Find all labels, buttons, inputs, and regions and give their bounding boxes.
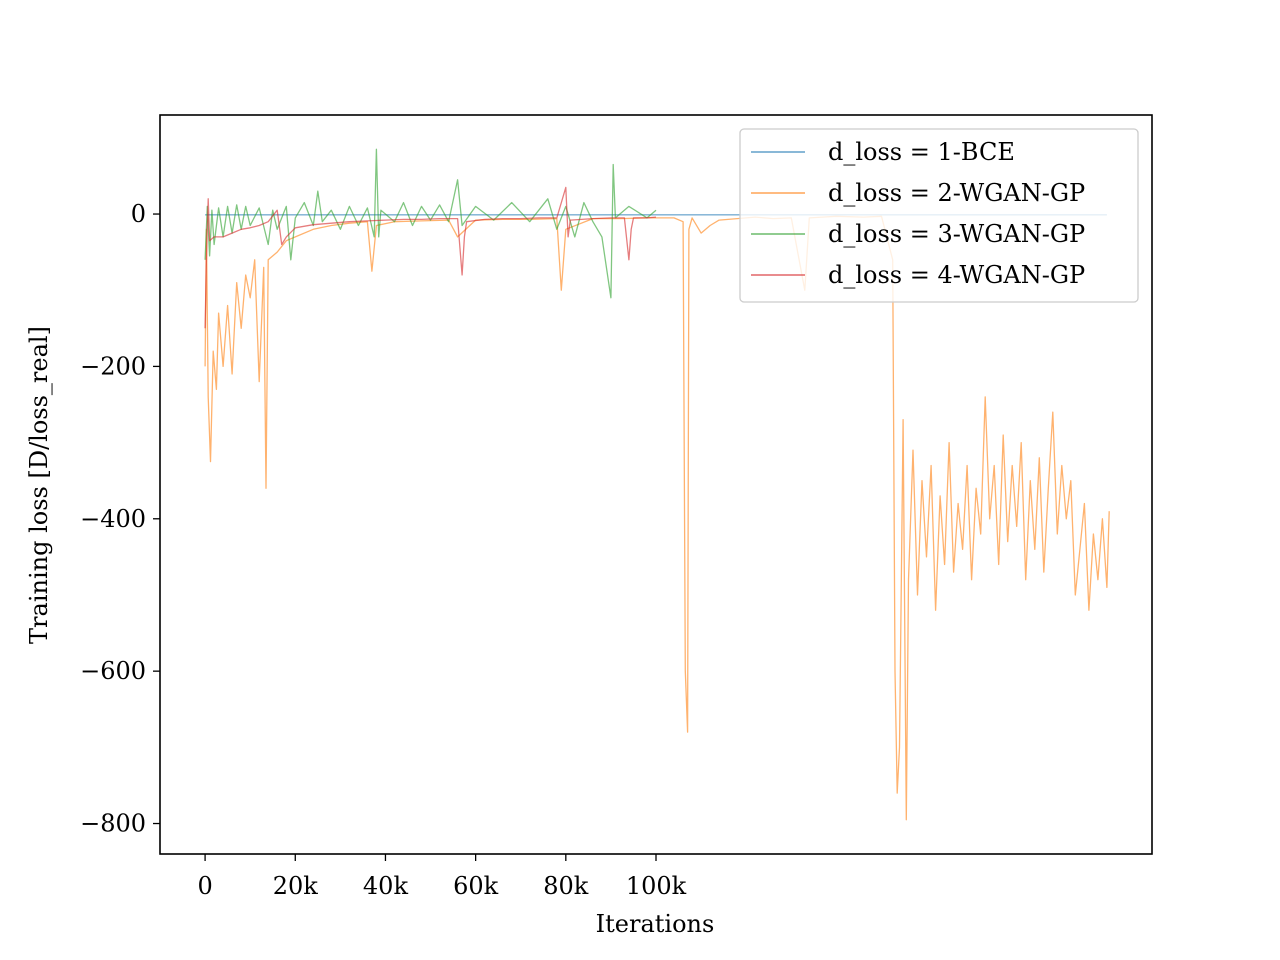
series-line-4 xyxy=(204,186,657,329)
legend-entry-label: d_loss = 2-WGAN-GP xyxy=(828,179,1085,207)
y-tick-label: −400 xyxy=(80,505,146,533)
x-tick-label: 0 xyxy=(197,872,212,900)
y-tick-label: −800 xyxy=(80,810,146,838)
x-axis-ticks: 0 20k 40k 60k 80k 100k xyxy=(197,854,687,900)
y-axis-ticks: 0 −200 −400 −600 −800 xyxy=(80,200,160,838)
series-line-3 xyxy=(204,148,657,299)
legend-entry-label: d_loss = 4-WGAN-GP xyxy=(828,261,1085,289)
legend-box xyxy=(739,128,1139,303)
legend: d_loss = 1-BCE d_loss = 2-WGAN-GP d_loss =… xyxy=(739,128,1139,303)
x-tick-label: 20k xyxy=(273,872,319,900)
legend-entry-label: d_loss = 3-WGAN-GP xyxy=(828,220,1085,248)
y-tick-label: −200 xyxy=(80,352,146,380)
x-tick-label: 60k xyxy=(453,872,499,900)
x-tick-label: 40k xyxy=(363,872,409,900)
y-axis-label: Training loss [D/loss_real] xyxy=(25,326,53,644)
x-axis-label: Iterations xyxy=(596,910,715,938)
x-tick-label: 80k xyxy=(543,872,589,900)
y-tick-label: 0 xyxy=(131,200,146,228)
legend-entry-label: d_loss = 1-BCE xyxy=(828,138,1015,166)
y-tick-label: −600 xyxy=(80,657,146,685)
x-tick-label: 100k xyxy=(626,872,687,900)
